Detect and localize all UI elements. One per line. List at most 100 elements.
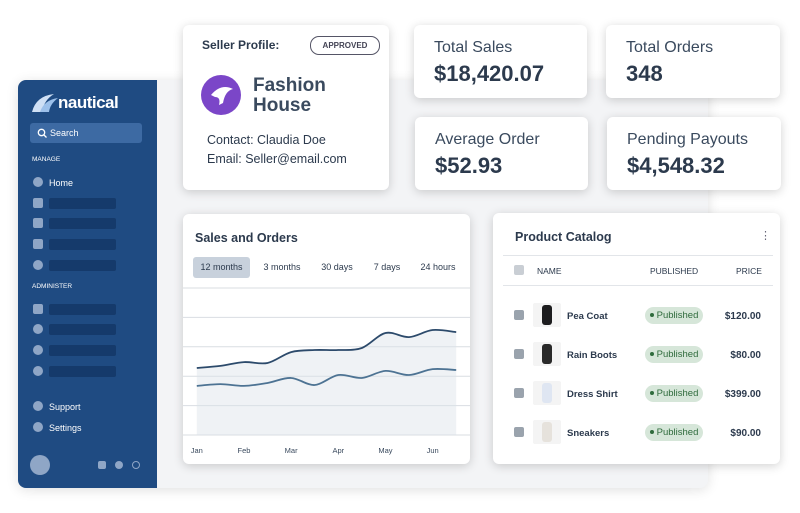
range-tab[interactable]: 30 days [321, 262, 353, 272]
status-pill: Published [645, 424, 703, 441]
range-tab[interactable]: 24 hours [420, 262, 456, 272]
x-tick-label: Feb [237, 446, 250, 455]
stat-value: $52.93 [435, 153, 503, 178]
stat-value: $18,420.07 [434, 61, 545, 86]
section-label: ADMINISTER [32, 283, 73, 290]
product-thumbnail [533, 303, 561, 327]
series-line [196, 328, 457, 369]
product-price: $120.00 [724, 311, 761, 322]
chart-card: Sales and Orders 12 months 3 months 30 d… [183, 214, 470, 464]
line-chart: Jan Feb Mar Apr May Jun [183, 287, 470, 455]
status-badge: APPROVED [310, 36, 380, 55]
seller-avatar [201, 75, 241, 115]
product-row[interactable]: Sneakers Published $90.00 [493, 419, 780, 449]
catalog-title: Product Catalog [515, 230, 612, 244]
x-tick-label: Jun [427, 446, 439, 455]
chart-title: Sales and Orders [195, 231, 298, 245]
nav-icon [33, 422, 43, 432]
nav-placeholder[interactable] [49, 304, 116, 315]
product-image [542, 344, 552, 364]
seller-email: Email: Seller@email.com [207, 152, 347, 166]
nav-item[interactable]: Settings [49, 423, 82, 433]
row-checkbox[interactable] [514, 310, 524, 320]
nav-icon [33, 260, 43, 270]
x-tick-label: Apr [332, 446, 344, 455]
product-image [542, 383, 552, 403]
nav-item[interactable]: Support [49, 402, 81, 412]
row-checkbox[interactable] [514, 388, 524, 398]
stat-label: Total Orders [626, 39, 714, 56]
divider [503, 285, 773, 286]
range-tab[interactable]: 12 months [193, 257, 250, 278]
stat-card: Total Orders 348 [606, 25, 780, 98]
product-row[interactable]: Pea Coat Published $120.00 [493, 302, 780, 332]
stat-label: Average Order [435, 131, 540, 148]
product-price: $90.00 [730, 428, 761, 439]
product-row[interactable]: Rain Boots Published $80.00 [493, 341, 780, 371]
seller-name: Fashion House [253, 75, 326, 116]
stat-value: 348 [626, 61, 663, 86]
stat-label: Total Sales [434, 39, 513, 56]
nav-placeholder[interactable] [49, 366, 116, 377]
product-name: Rain Boots [567, 350, 618, 361]
product-thumbnail [533, 420, 561, 444]
area-fill [196, 329, 457, 435]
section-label: MANAGE [32, 156, 61, 163]
column-header: PRICE [736, 266, 762, 276]
nav-icon [33, 345, 43, 355]
product-price: $80.00 [730, 350, 761, 361]
stat-card: Average Order $52.93 [415, 117, 588, 190]
product-price: $399.00 [724, 389, 761, 400]
search-icon [37, 128, 47, 138]
nav-placeholder[interactable] [49, 345, 116, 356]
nav-placeholder[interactable] [49, 260, 116, 271]
nav-icon [33, 218, 43, 228]
seller-logo [211, 87, 233, 105]
row-checkbox[interactable] [514, 427, 524, 437]
search-box[interactable]: Search [30, 123, 142, 143]
nav-placeholder[interactable] [49, 239, 116, 250]
seller-contact: Contact: Claudia Doe [207, 133, 326, 147]
avatar[interactable] [30, 455, 50, 475]
row-checkbox[interactable] [514, 349, 524, 359]
nav-icon [33, 304, 43, 314]
product-image [542, 305, 552, 325]
seller-card: Seller Profile: APPROVED Fashion House C… [183, 25, 389, 190]
range-tab[interactable]: 3 months [263, 262, 301, 272]
nav-placeholder[interactable] [49, 324, 116, 335]
product-name: Dress Shirt [567, 389, 618, 400]
stat-value: $4,548.32 [627, 153, 725, 178]
seller-label: Seller Profile: [202, 38, 280, 52]
range-tab[interactable]: 7 days [373, 262, 401, 272]
search-placeholder: Search [50, 128, 79, 138]
status-pill: Published [645, 385, 703, 402]
select-all-checkbox[interactable] [514, 265, 524, 275]
nav-icon [33, 366, 43, 376]
nav-icon [33, 239, 43, 249]
chat-icon[interactable] [98, 461, 106, 469]
nav-placeholder[interactable] [49, 198, 116, 209]
status-pill: Published [645, 307, 703, 324]
divider [503, 255, 773, 256]
power-icon[interactable] [132, 461, 140, 469]
stat-card: Total Sales $18,420.07 [414, 25, 587, 98]
logo-text: nautical [58, 93, 119, 112]
nav-icon [33, 324, 43, 334]
product-name: Pea Coat [567, 311, 608, 322]
stat-card: Pending Payouts $4,548.32 [607, 117, 781, 190]
stat-label: Pending Payouts [627, 131, 748, 148]
theme-icon[interactable] [115, 461, 123, 469]
nav-icon [33, 401, 43, 411]
column-header: NAME [537, 266, 562, 276]
product-row[interactable]: Dress Shirt Published $399.00 [493, 380, 780, 410]
status-pill: Published [645, 346, 703, 363]
column-header: PUBLISHED [650, 266, 699, 276]
nav-placeholder[interactable] [49, 218, 116, 229]
sidebar: nautical Search MANAGE Home ADMINISTER S… [18, 80, 157, 488]
nav-item[interactable]: Home [49, 178, 74, 188]
series-line [196, 368, 457, 387]
more-menu[interactable]: ⋮ [760, 230, 771, 242]
nav-icon [33, 198, 43, 208]
